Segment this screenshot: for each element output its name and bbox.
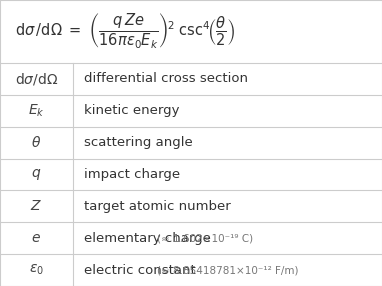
Text: (≈ 8.85418781×10⁻¹² F/m): (≈ 8.85418781×10⁻¹² F/m) [157, 266, 298, 276]
Text: impact charge: impact charge [84, 168, 180, 181]
Text: (≈ 1.602×10⁻¹⁹ C): (≈ 1.602×10⁻¹⁹ C) [157, 234, 253, 244]
Text: $\varepsilon_0$: $\varepsilon_0$ [29, 263, 44, 277]
Text: d$\sigma\,$/d$\Omega$ $=$ $\left(\dfrac{q\,Ze}{16\pi\varepsilon_0 E_k}\right)^{\: d$\sigma\,$/d$\Omega$ $=$ $\left(\dfrac{… [15, 11, 236, 49]
Text: $\theta$: $\theta$ [31, 135, 41, 150]
Text: $e$: $e$ [31, 231, 41, 245]
FancyBboxPatch shape [0, 222, 382, 254]
FancyBboxPatch shape [0, 158, 382, 190]
FancyBboxPatch shape [0, 63, 382, 95]
Text: d$\sigma$/d$\Omega$: d$\sigma$/d$\Omega$ [15, 71, 58, 87]
Text: electric constant: electric constant [84, 264, 196, 277]
FancyBboxPatch shape [0, 190, 382, 222]
Text: kinetic energy: kinetic energy [84, 104, 180, 117]
FancyBboxPatch shape [0, 254, 382, 286]
FancyBboxPatch shape [0, 0, 382, 63]
Text: $E_k$: $E_k$ [28, 102, 45, 119]
FancyBboxPatch shape [0, 127, 382, 158]
Text: $Z$: $Z$ [30, 199, 42, 213]
Text: target atomic number: target atomic number [84, 200, 231, 213]
Text: scattering angle: scattering angle [84, 136, 193, 149]
Text: elementary charge: elementary charge [84, 232, 211, 245]
FancyBboxPatch shape [0, 95, 382, 127]
Text: differential cross section: differential cross section [84, 72, 248, 85]
Text: $q$: $q$ [31, 167, 41, 182]
